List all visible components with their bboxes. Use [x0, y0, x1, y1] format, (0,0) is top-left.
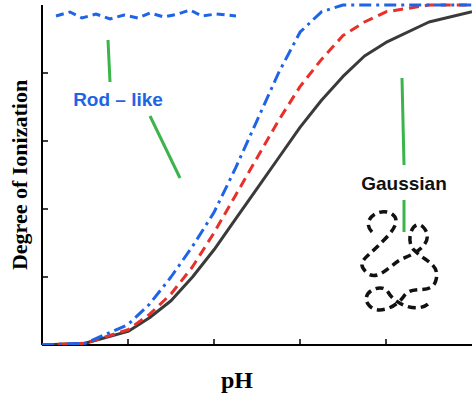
series-line	[42, 12, 472, 345]
leader-line	[403, 200, 406, 232]
x-tick	[127, 339, 129, 345]
x-tick	[299, 339, 301, 345]
rod-sample	[56, 10, 236, 19]
leader-line	[402, 78, 404, 165]
y-tick	[42, 72, 48, 74]
series-line	[42, 5, 472, 345]
series-line	[42, 5, 472, 345]
x-tick	[213, 339, 215, 345]
annotation: Rod – like	[73, 89, 163, 110]
leader-line	[108, 40, 110, 82]
y-axis	[41, 5, 43, 345]
x-axis-label: pH	[221, 367, 253, 393]
y-axis-label: Degree of Ionization	[7, 80, 32, 270]
x-tick	[385, 339, 387, 345]
leader-line	[150, 116, 180, 178]
x-axis	[42, 344, 472, 346]
y-tick	[42, 276, 48, 278]
annotation: Gaussian	[361, 173, 447, 194]
plot-area	[42, 5, 472, 345]
y-tick	[42, 140, 48, 142]
chart: pH Degree of Ionization Rod – like Gaussian	[0, 0, 474, 397]
coil-sample	[362, 212, 437, 310]
y-tick	[42, 208, 48, 210]
